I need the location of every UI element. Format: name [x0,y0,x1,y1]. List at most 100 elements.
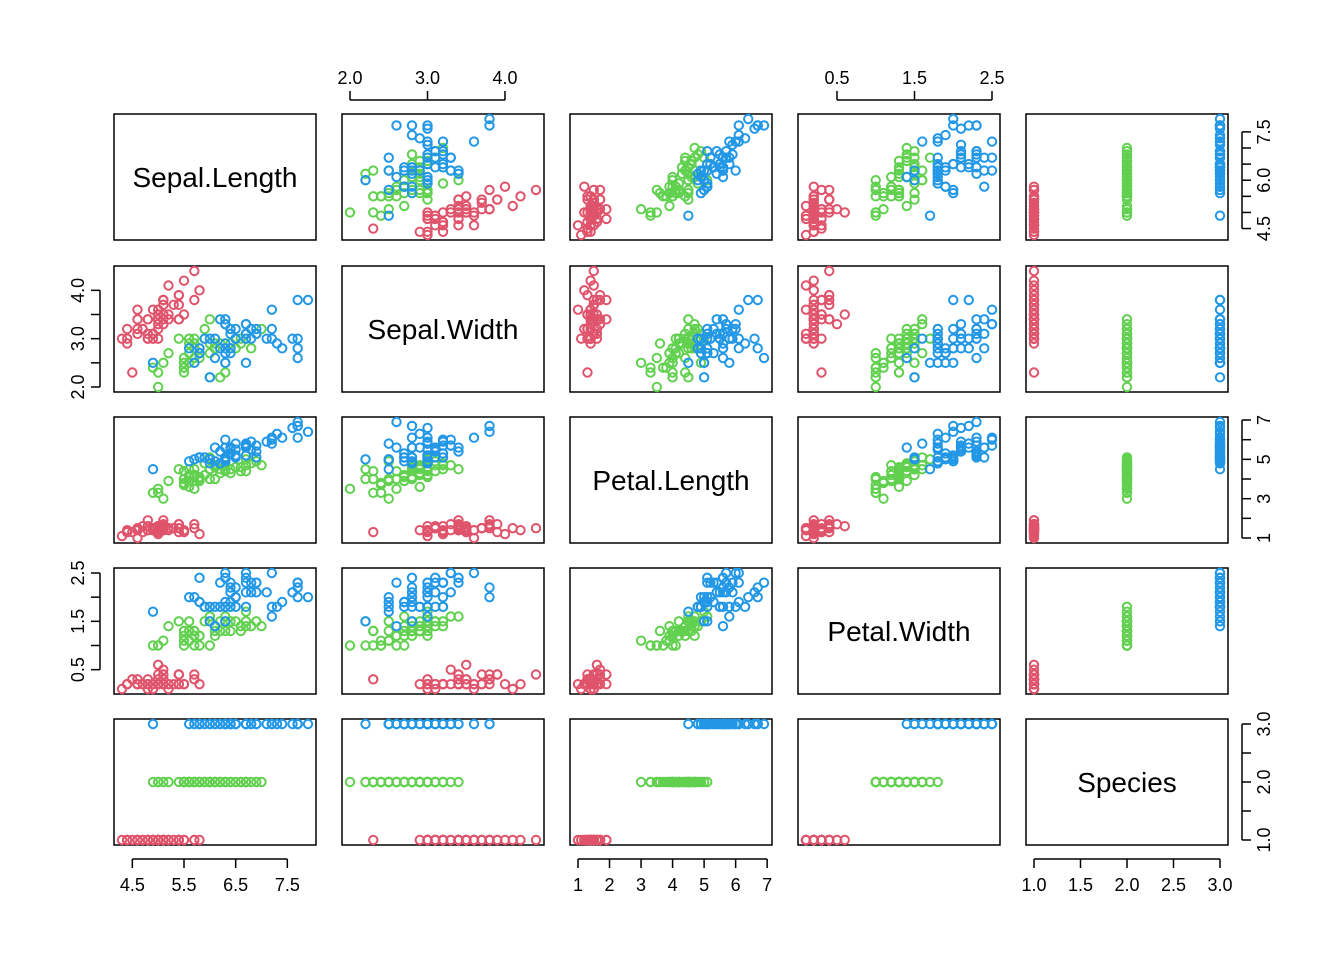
data-point-virginica [724,601,735,613]
data-point-virginica [183,456,195,467]
panel-r3-c0 [113,567,317,695]
data-point-virginica [383,438,394,449]
data-point-setosa [808,323,819,335]
data-point-virginica [1214,420,1226,432]
data-point-virginica [717,352,729,364]
data-point-virginica [1214,149,1226,160]
data-point-setosa [194,678,205,690]
data-point-virginica [739,338,751,349]
data-point-versicolor [878,204,889,215]
data-point-virginica [1214,152,1226,163]
data-point-virginica [251,446,262,457]
data-point-setosa [588,834,599,846]
data-point-setosa [808,834,819,846]
data-point-versicolor [383,776,394,788]
data-point-versicolor [235,465,247,477]
data-point-virginica [727,718,738,730]
data-point-versicolor [657,191,669,202]
data-point-virginica [453,168,464,179]
data-point-virginica [698,357,710,369]
data-point-versicolor [673,776,685,788]
data-point-versicolor [664,776,675,788]
data-point-versicolor [189,333,200,344]
data-point-versicolor [683,314,694,325]
data-point-virginica [1214,372,1226,383]
data-point-virginica [705,152,716,163]
data-point-setosa [591,678,603,690]
data-point-virginica [705,158,716,170]
data-point-virginica [1214,165,1226,176]
data-point-setosa [594,834,606,846]
data-point-setosa [839,834,850,846]
data-point-virginica [924,463,936,475]
data-point-setosa [368,834,379,846]
data-point-virginica [189,454,200,465]
data-point-setosa [453,213,464,225]
data-point-virginica [271,718,283,730]
data-point-setosa [1028,367,1040,378]
data-point-setosa [189,265,200,277]
data-point-virginica [204,333,216,344]
data-point-setosa [808,285,819,296]
data-point-setosa [173,289,185,301]
data-point-setosa [189,294,200,306]
data-point-versicolor [1121,165,1133,176]
data-point-versicolor [893,343,905,354]
data-point-setosa [178,309,190,320]
data-point-virginica [214,314,226,325]
data-point-virginica [749,333,760,344]
data-point-versicolor [204,640,216,651]
data-point-virginica [948,113,959,125]
tick-label: 4 [668,875,678,895]
data-point-virginica [705,333,716,344]
data-point-versicolor [1121,467,1133,479]
tick-label: 1 [573,875,583,895]
data-point-versicolor [886,460,897,471]
data-point-setosa [800,304,812,315]
data-point-setosa [137,834,148,846]
data-point-versicolor [917,347,928,359]
data-point-setosa [800,280,812,291]
data-point-setosa [824,314,835,325]
data-point-versicolor [893,338,905,349]
data-point-virginica [391,577,402,588]
data-point-virginica [702,323,713,335]
panel-frame [1025,567,1229,695]
data-point-virginica [932,175,943,186]
panel-frame [797,416,1001,544]
data-point-virginica [1214,416,1226,428]
data-point-virginica [1214,591,1226,603]
data-point-virginica [292,416,303,428]
data-point-setosa [476,194,487,205]
data-point-versicolor [1121,343,1133,354]
data-point-virginica [752,294,763,306]
data-point-virginica [1214,616,1226,627]
data-point-setosa [575,834,587,846]
data-point-virginica [924,210,936,221]
data-point-setosa [591,669,603,680]
data-point-versicolor [406,620,418,632]
data-point-setosa [808,275,819,286]
data-point-virginica [711,314,722,325]
data-point-virginica [720,567,732,579]
data-point-setosa [582,289,593,301]
data-point-setosa [1028,669,1040,680]
data-point-virginica [932,323,943,335]
data-point-virginica [414,428,425,439]
data-point-virginica [240,318,252,330]
data-point-setosa [1028,323,1040,335]
data-point-versicolor [251,456,262,467]
data-point-setosa [507,200,518,212]
data-point-virginica [758,577,770,588]
tick-label: 7.5 [1254,119,1274,144]
data-point-virginica [986,152,998,163]
data-point-setosa [582,333,593,344]
data-point-setosa [476,197,487,208]
data-point-virginica [1214,136,1226,147]
data-point-versicolor [1121,601,1133,613]
data-point-setosa [588,265,599,277]
data-point-setosa [121,526,133,538]
data-point-versicolor [368,640,379,651]
data-point-virginica [752,718,763,730]
data-point-versicolor [870,181,881,192]
